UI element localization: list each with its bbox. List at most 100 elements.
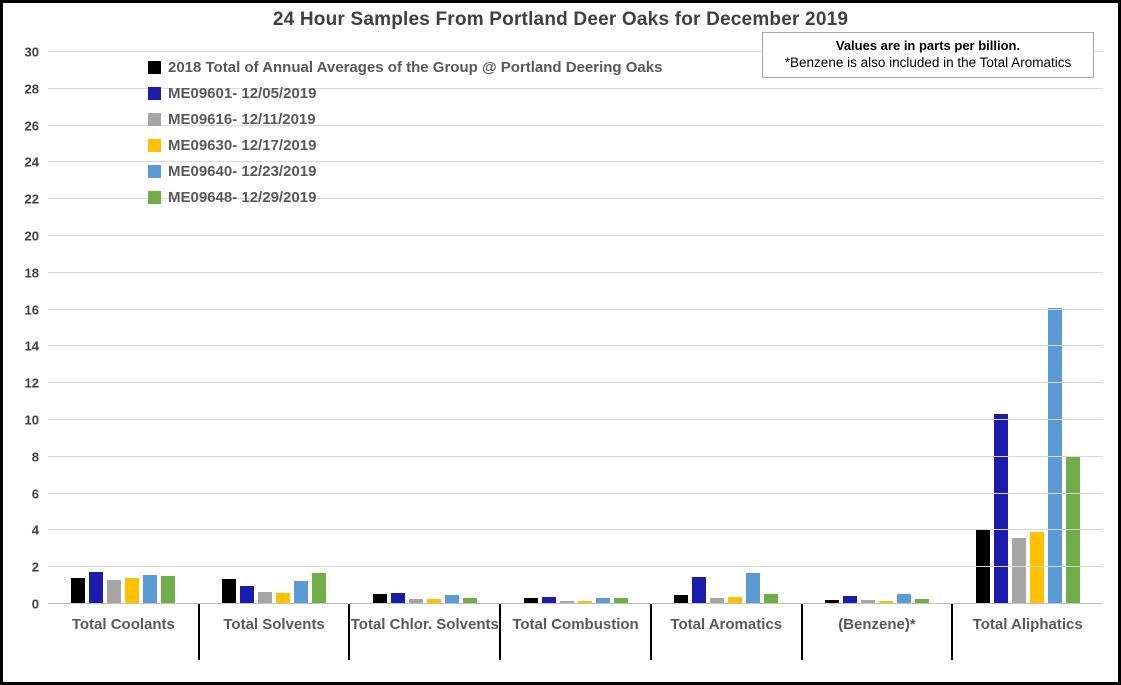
y-tick-label-24: 24 xyxy=(24,154,39,170)
bar-series6-total-combustion xyxy=(613,597,628,604)
bar-series3-total-combustion xyxy=(559,601,574,604)
gridline-8 xyxy=(48,455,1103,457)
bar-series2-total-solvents xyxy=(240,585,255,604)
legend-label: 2018 Total of Annual Averages of the Gro… xyxy=(168,59,663,76)
legend-label: ME09601- 12/05/2019 xyxy=(168,85,317,102)
gridline-30 xyxy=(48,51,1103,52)
y-tick-label-26: 26 xyxy=(24,118,39,134)
bar-series1-total-chlor-solvents xyxy=(372,593,387,604)
bar-series3-total-coolants xyxy=(107,580,122,604)
bar-group-3 xyxy=(349,52,500,604)
bar-group-4 xyxy=(500,52,651,604)
bar-series2-total-aromatics xyxy=(692,577,707,604)
legend-swatch-icon xyxy=(148,165,161,178)
plot-area: 2018 Total of Annual Averages of the Gro… xyxy=(48,51,1103,604)
bar-series6-total-chlor-solvents xyxy=(462,597,477,604)
bar-series1--benzene- xyxy=(824,600,839,604)
category-label--benzene-: (Benzene)* xyxy=(800,604,953,662)
legend-item-4: ME09630- 12/17/2019 xyxy=(148,137,662,154)
note-units-text: Values are in parts per billion. xyxy=(835,38,1021,53)
bar-series1-total-solvents xyxy=(222,579,237,604)
bar-series3-total-aromatics xyxy=(710,598,725,604)
bar-series4-total-coolants xyxy=(125,578,140,604)
y-tick-label-8: 8 xyxy=(31,449,39,465)
bar-series5-total-aromatics xyxy=(746,572,761,604)
y-tick-label-4: 4 xyxy=(31,522,39,538)
legend-swatch-icon xyxy=(148,139,161,152)
legend-label: ME09640- 12/23/2019 xyxy=(168,163,317,180)
category-label-total-solvents: Total Solvents xyxy=(197,604,350,662)
y-tick-label-12: 12 xyxy=(24,375,39,391)
legend-label: ME09616- 12/11/2019 xyxy=(168,111,316,128)
bar-series4--benzene- xyxy=(878,601,893,604)
gridline-14 xyxy=(48,345,1103,347)
legend: 2018 Total of Annual Averages of the Gro… xyxy=(148,59,662,215)
category-separator xyxy=(197,604,200,660)
note-box: Values are in parts per billion. *Benzen… xyxy=(762,32,1094,78)
bar-series3--benzene- xyxy=(860,600,875,604)
note-benzene-text: *Benzene is also included in the Total A… xyxy=(784,55,1072,70)
legend-swatch-icon xyxy=(148,87,161,100)
legend-item-1: 2018 Total of Annual Averages of the Gro… xyxy=(148,59,662,76)
legend-item-6: ME09648- 12/29/2019 xyxy=(148,189,662,206)
y-tick-label-0: 0 xyxy=(31,596,39,612)
legend-swatch-icon xyxy=(148,191,161,204)
y-tick-label-2: 2 xyxy=(31,559,39,575)
gridline-24 xyxy=(48,161,1103,163)
legend-item-5: ME09640- 12/23/2019 xyxy=(148,163,662,180)
category-label-total-aliphatics: Total Aliphatics xyxy=(951,604,1103,662)
category-separator xyxy=(348,604,351,660)
category-label-total-aromatics: Total Aromatics xyxy=(649,604,802,662)
gridline-28 xyxy=(48,87,1103,89)
gridline-18 xyxy=(48,271,1103,273)
gridline-22 xyxy=(48,198,1103,200)
category-separator xyxy=(499,604,502,660)
y-tick-label-14: 14 xyxy=(24,338,39,354)
bar-series2--benzene- xyxy=(842,595,857,604)
legend-label: ME09648- 12/29/2019 xyxy=(168,189,317,206)
y-tick-label-18: 18 xyxy=(24,265,39,281)
gridline-16 xyxy=(48,308,1103,310)
bar-series6-total-coolants xyxy=(161,576,176,604)
y-tick-label-20: 20 xyxy=(24,228,39,244)
bar-series4-total-solvents xyxy=(276,592,291,604)
gridline-26 xyxy=(48,124,1103,126)
legend-item-3: ME09616- 12/11/2019 xyxy=(148,111,662,128)
bar-series2-total-aliphatics xyxy=(993,413,1008,604)
bar-series3-total-solvents xyxy=(258,592,273,604)
x-axis-line xyxy=(48,603,1103,604)
bar-series5--benzene- xyxy=(896,593,911,604)
bar-series6-total-aromatics xyxy=(764,593,779,604)
bar-group-2 xyxy=(199,52,350,604)
bar-group-5 xyxy=(651,52,802,604)
bar-series5-total-solvents xyxy=(294,581,309,604)
bar-series1-total-aromatics xyxy=(674,594,689,604)
bar-series2-total-coolants xyxy=(89,571,104,604)
bar-series1-total-coolants xyxy=(71,578,86,604)
bar-series5-total-combustion xyxy=(595,598,610,604)
legend-label: ME09630- 12/17/2019 xyxy=(168,137,317,154)
gridline-20 xyxy=(48,235,1103,236)
bar-group-6 xyxy=(802,52,953,604)
bar-series3-total-aliphatics xyxy=(1011,537,1026,604)
bar-series6-total-solvents xyxy=(312,572,327,604)
bar-series6--benzene- xyxy=(914,599,929,604)
bar-group-1 xyxy=(48,52,199,604)
gridline-2 xyxy=(48,566,1103,568)
category-label-total-coolants: Total Coolants xyxy=(71,616,175,633)
y-tick-label-6: 6 xyxy=(31,486,39,502)
y-tick-label-28: 28 xyxy=(24,81,39,97)
bar-series2-total-chlor-solvents xyxy=(390,592,405,604)
legend-item-2: ME09601- 12/05/2019 xyxy=(148,85,662,102)
bar-series2-total-combustion xyxy=(541,596,556,604)
chart-title: 24 Hour Samples From Portland Deer Oaks … xyxy=(272,9,849,30)
bar-series3-total-chlor-solvents xyxy=(408,599,423,604)
gridline-6 xyxy=(48,492,1103,494)
y-tick-label-22: 22 xyxy=(24,191,39,207)
bar-series1-total-combustion xyxy=(523,598,538,604)
bar-series1-total-aliphatics xyxy=(975,530,990,604)
bar-series4-total-aromatics xyxy=(728,596,743,604)
bar-series5-total-chlor-solvents xyxy=(444,594,459,604)
y-tick-label-30: 30 xyxy=(24,44,39,60)
category-axis: Total Coolants Total Solvents Total Chlor.… xyxy=(48,604,1103,662)
